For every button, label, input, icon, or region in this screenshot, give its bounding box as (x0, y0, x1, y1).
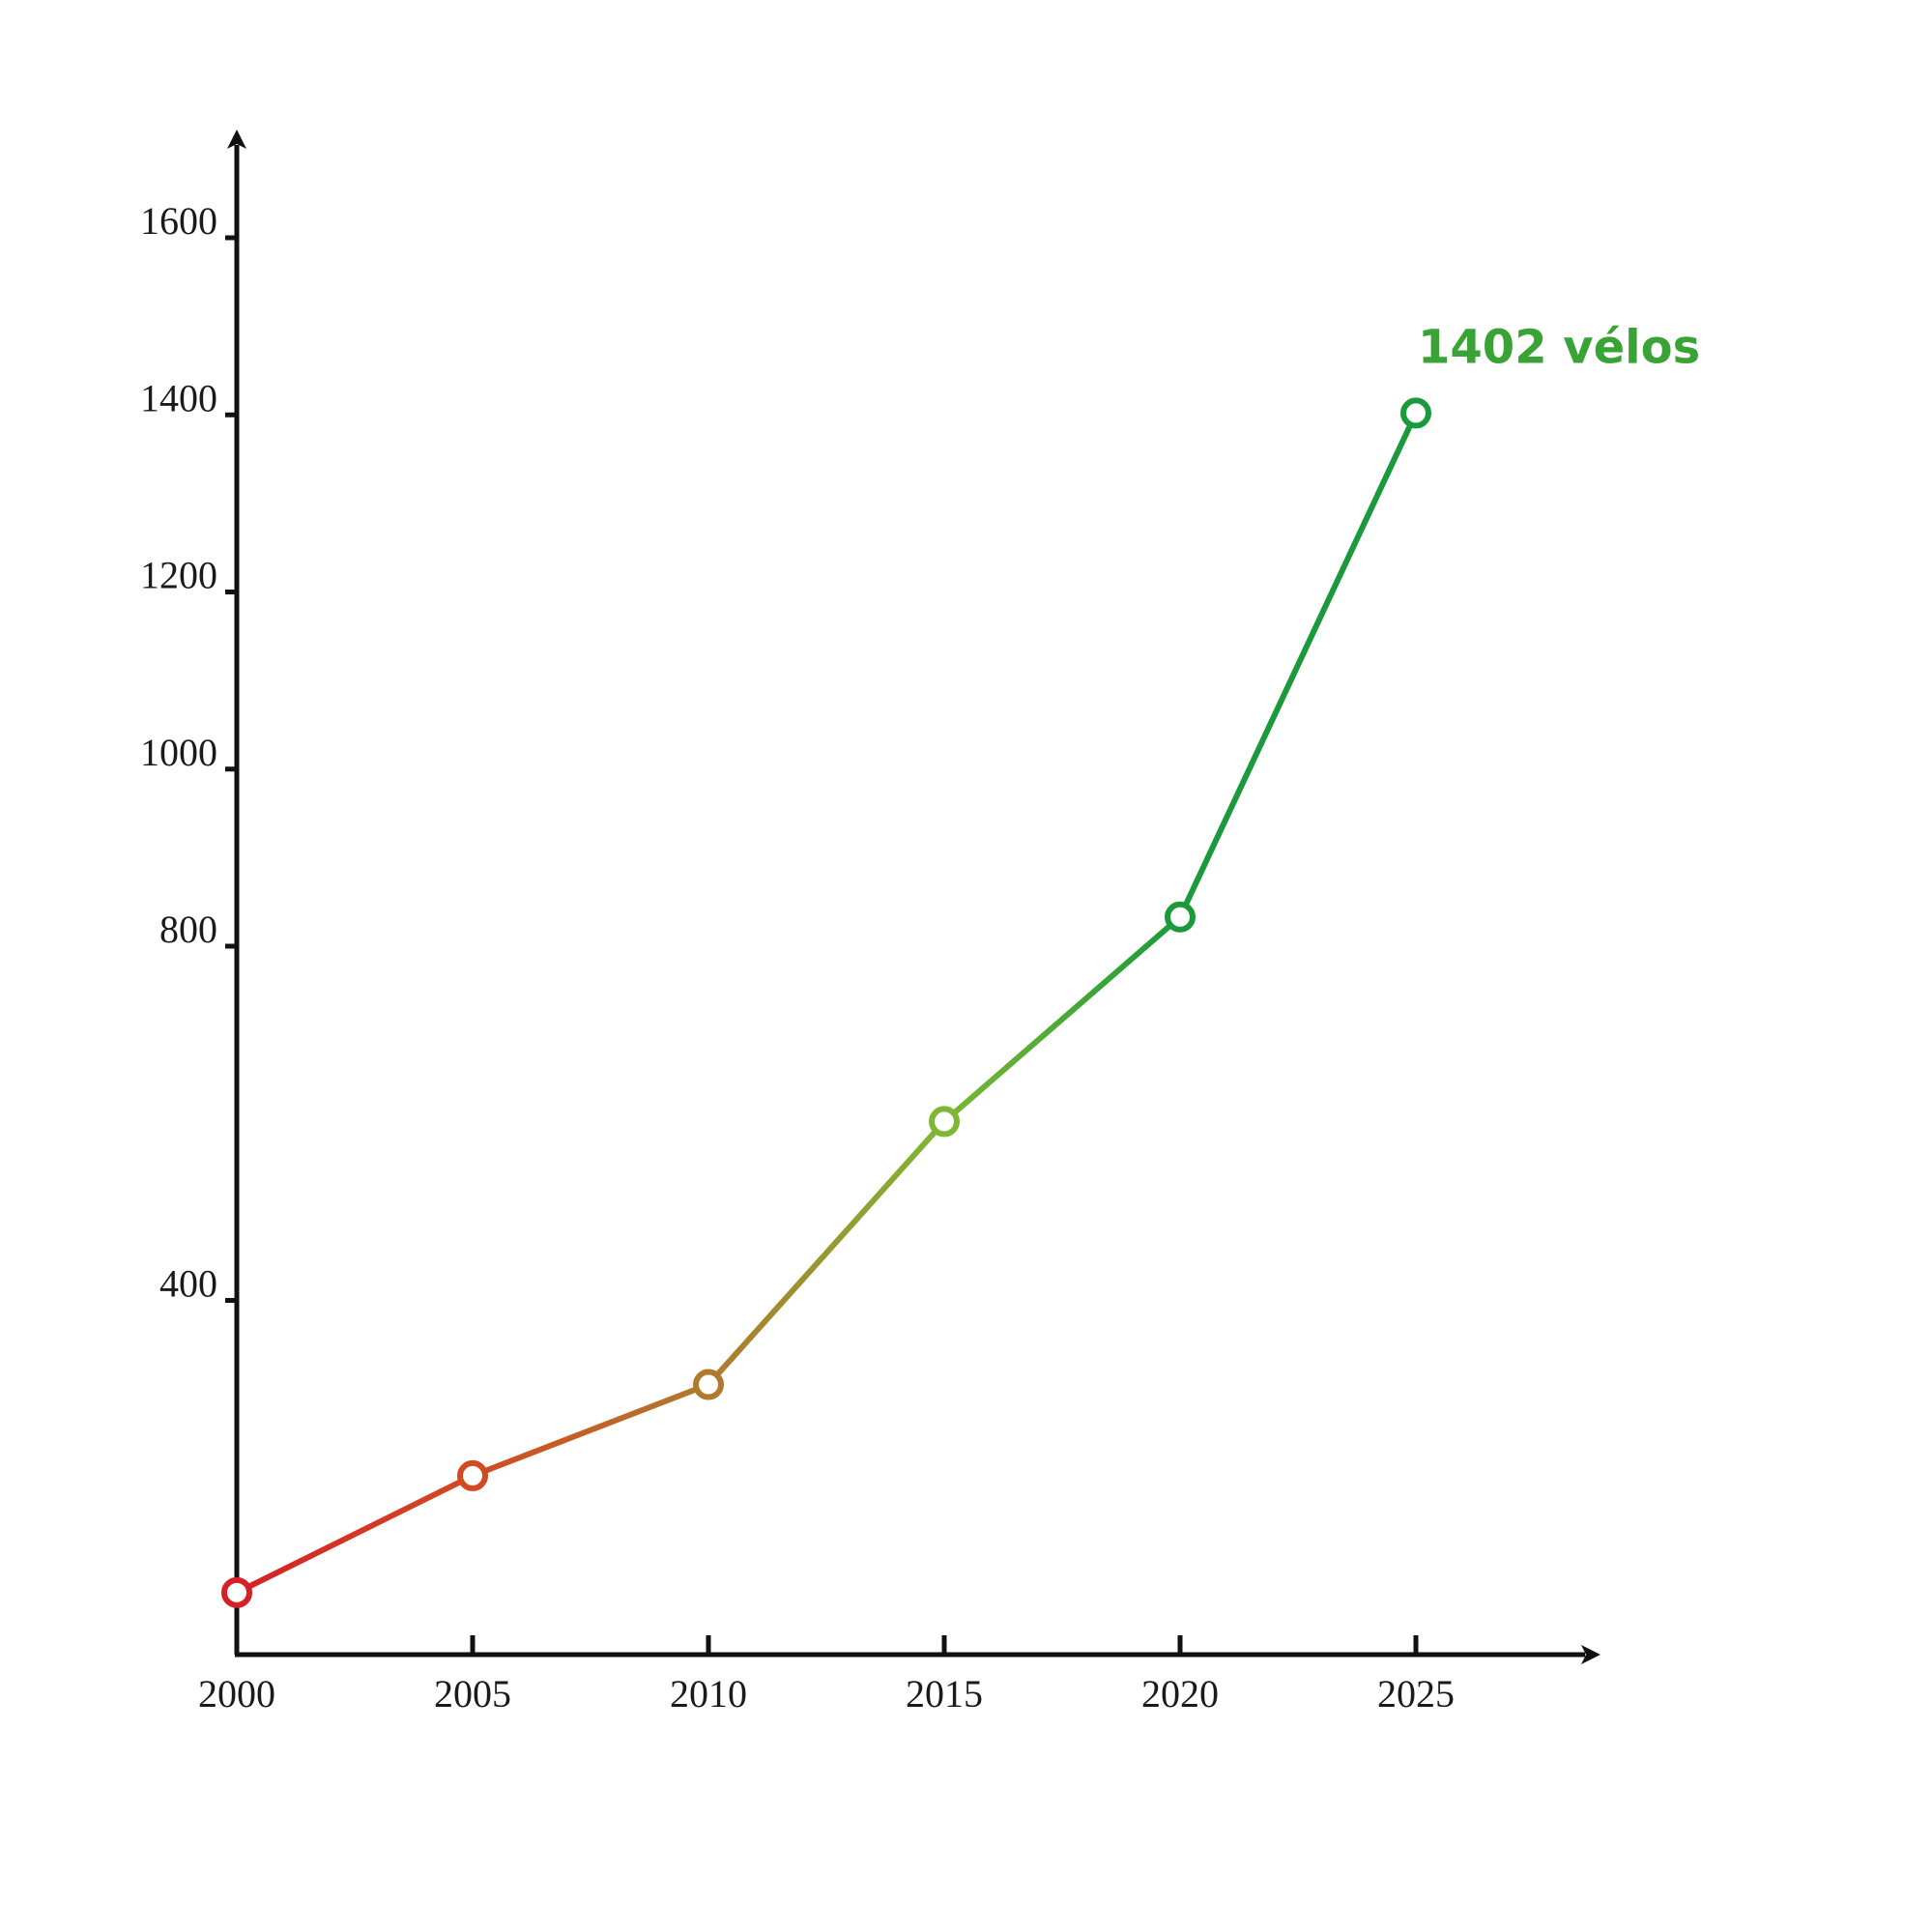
data-point (457, 1459, 488, 1491)
y-tick-label: 800 (159, 908, 217, 951)
y-tick-label: 1400 (140, 376, 217, 419)
line-segment (234, 1472, 476, 1596)
axes (227, 130, 1600, 1664)
line-segment (470, 1381, 711, 1479)
y-tick-label: 400 (159, 1262, 217, 1306)
x-tick-label: 2020 (1141, 1672, 1219, 1716)
data-points (221, 397, 1431, 1608)
value-annotation: 1402 vélos (1418, 320, 1700, 374)
data-point (693, 1369, 724, 1400)
annotations: 1402 vélos (1418, 320, 1700, 374)
data-point (929, 1106, 960, 1138)
y-ticks: 400 800 1000 1200 1400 1600 (140, 199, 237, 1306)
x-tick-label: 2005 (434, 1672, 511, 1716)
x-ticks: 2000 2005 2010 2015 2020 2025 (198, 1635, 1455, 1716)
line-segment (1177, 410, 1419, 920)
data-point (1400, 397, 1431, 429)
x-tick-label: 2025 (1377, 1672, 1455, 1716)
line-segment (706, 1118, 947, 1388)
data-point (221, 1576, 252, 1608)
x-tick-label: 2000 (198, 1672, 275, 1716)
y-tick-label: 1000 (140, 731, 217, 774)
line-segment (941, 913, 1183, 1125)
data-point (1165, 901, 1196, 933)
y-tick-label: 1200 (140, 554, 217, 597)
data-series (234, 410, 1419, 1596)
x-tick-label: 2015 (906, 1672, 983, 1716)
x-tick-label: 2010 (670, 1672, 747, 1716)
y-tick-label: 1600 (140, 199, 217, 243)
